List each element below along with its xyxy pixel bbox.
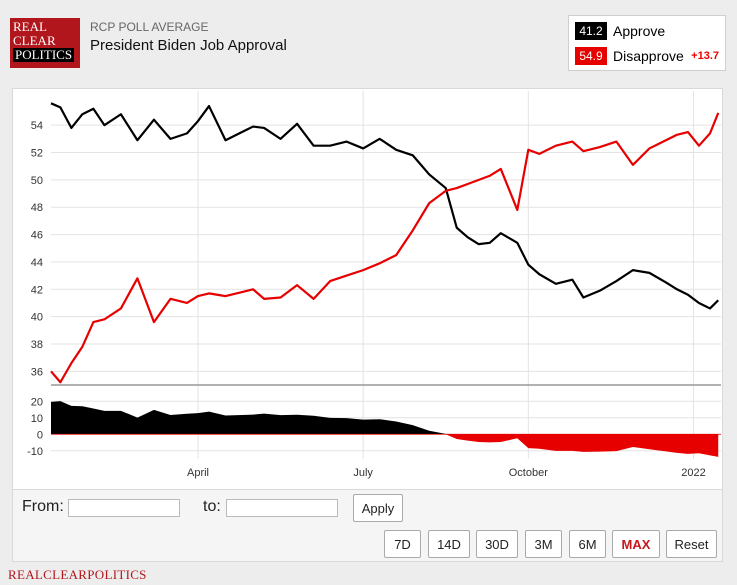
range-14d-button[interactable]: 14D [428,530,470,558]
controls-panel: From: to: Apply 7D 14D 30D 3M 6M MAX Res… [12,490,723,562]
y-tick-label: 42 [31,284,43,296]
footer-brand: REALCLEARPOLITICS [8,567,147,582]
rcp-logo: REAL CLEAR POLITICS [10,18,80,68]
spread-negative-area [51,434,719,457]
x-tick-label: July [353,467,373,479]
y-tick-label: 44 [31,257,43,269]
y-tick-label: 46 [31,230,43,242]
spread-y-tick-label: -10 [27,446,43,458]
reset-button[interactable]: Reset [666,530,717,558]
spread-positive-area [51,401,719,435]
y-tick-label: 36 [31,366,43,378]
legend-disapprove-label: Disapprove [613,48,684,64]
to-label: to: [203,498,221,515]
y-tick-label: 50 [31,175,43,187]
range-3m-button[interactable]: 3M [525,530,562,558]
range-6m-button[interactable]: 6M [569,530,606,558]
legend-disapprove: 54.9 Disapprove [575,47,684,65]
from-date-input[interactable] [68,499,180,517]
range-max-button[interactable]: MAX [612,530,660,558]
x-tick-label: April [187,467,209,479]
legend-disapprove-value: 54.9 [575,47,607,65]
chart-title: President Biden Job Approval [90,37,287,54]
to-date-input[interactable] [226,499,338,517]
from-label: From: [22,498,64,515]
chart-svg: 36 38 40 42 44 46 48 50 52 54 April July October 2022… [27,91,721,479]
chart-panel: 36 38 40 42 44 46 48 50 52 54 April July October 2022… [12,88,723,490]
y-tick-label: 38 [31,339,43,351]
spread-y-tick-label: 20 [31,396,43,408]
y-tick-label: 48 [31,202,43,214]
logo-line-2: CLEAR [13,33,56,48]
legend-spread: +13.7 [691,50,719,62]
approve-series-line [50,102,720,310]
spread-y-tick-label: 0 [37,429,43,441]
spread-y-tick-label: 10 [31,413,43,425]
y-tick-label: 52 [31,148,43,160]
legend-approve-label: Approve [613,23,666,39]
logo-line-3: POLITICS [13,47,75,62]
chart-supertitle: RCP POLL AVERAGE [90,20,209,34]
y-tick-label: 54 [31,120,43,132]
range-30d-button[interactable]: 30D [476,530,518,558]
x-tick-label: 2022 [681,467,705,479]
y-tick-label: 40 [31,312,43,324]
range-7d-button[interactable]: 7D [384,530,421,558]
disapprove-series-line [50,112,720,384]
legend-approve-value: 41.2 [575,22,607,40]
legend: 41.2 Approve 54.9 Disapprove +13.7 [568,15,726,71]
legend-approve: 41.2 Approve [575,22,665,40]
logo-line-1: REAL [13,19,47,34]
apply-button[interactable]: Apply [353,494,403,522]
x-tick-label: October [509,467,548,479]
